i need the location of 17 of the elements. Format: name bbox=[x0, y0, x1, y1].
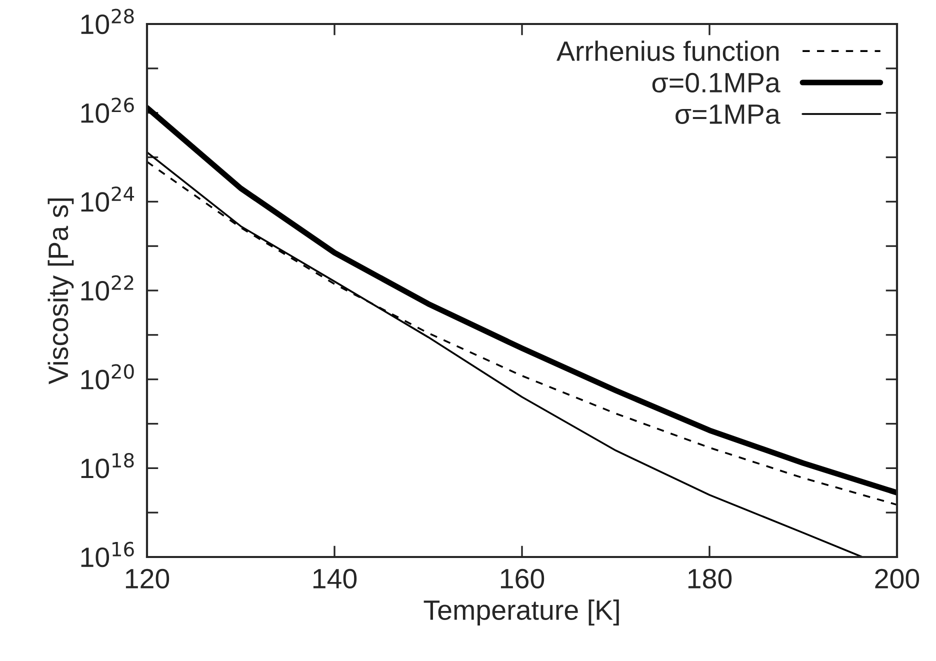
y-tick-label: 10$^{28}$ bbox=[81, 8, 134, 34]
y-tick-label: 10$^{26}$ bbox=[81, 98, 134, 123]
y-tick-label: 10$^{18}$ bbox=[81, 452, 134, 478]
legend-label: Arrhenius function bbox=[556, 40, 779, 62]
legend-label: σ=0.1MPa bbox=[652, 72, 780, 93]
x-tick-label: 160 bbox=[500, 568, 544, 589]
x-tick-label: 200 bbox=[875, 568, 920, 589]
x-tick-label: 120 bbox=[126, 568, 170, 589]
y-axis-title: Viscosity [Pa s] bbox=[48, 198, 74, 384]
y-tick-label: 10$^{20}$ bbox=[81, 364, 134, 390]
x-axis-title: Temperature [K] bbox=[424, 600, 619, 626]
y-tick-label: 10$^{22}$ bbox=[81, 275, 134, 301]
legend-label: σ=1MPa bbox=[676, 104, 780, 124]
x-tick-label: 180 bbox=[688, 568, 732, 589]
y-tick-label: 10$^{16}$ bbox=[81, 542, 134, 568]
x-tick-label: 140 bbox=[313, 568, 357, 589]
y-tick-label: 10$^{24}$ bbox=[81, 186, 134, 212]
